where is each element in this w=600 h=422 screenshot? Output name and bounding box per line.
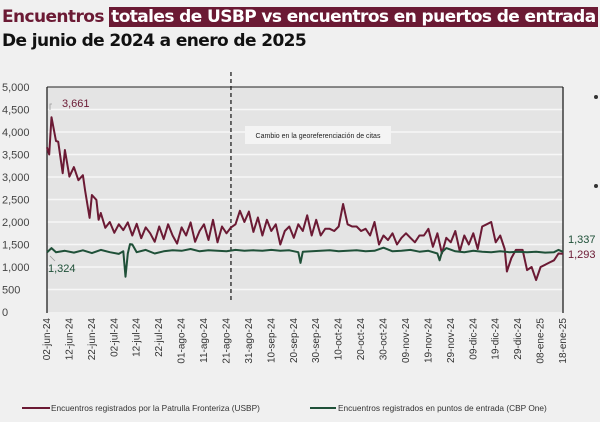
annotation-box — [245, 126, 391, 144]
y-tick-label: 0 — [2, 307, 8, 319]
x-tick-label: 18-ene-25 — [558, 318, 569, 364]
x-tick-label: 31-ago-24 — [244, 318, 255, 364]
y-tick-label: 500 — [2, 285, 20, 297]
title-part-2-highlighted: totales de USBP vs encuentros en puertos… — [109, 7, 598, 27]
data-label-cbp-start: 1,324 — [48, 263, 76, 275]
x-tick-label: 12-jun-24 — [64, 318, 75, 361]
y-tick-label: 2,000 — [2, 217, 30, 229]
y-tick-label: 1,500 — [2, 240, 30, 252]
label-leader-usbp-start — [49, 103, 52, 110]
x-tick-label: 11-ago-24 — [199, 318, 210, 363]
x-tick-label: 09-nov-24 — [401, 318, 412, 363]
legend-label-usbp: Encuentros registrados por la Patrulla F… — [51, 403, 260, 413]
y-tick-label: 1,000 — [2, 262, 30, 274]
data-label-cbp-end: 1,337 — [568, 234, 596, 246]
x-tick-label: 30-oct-24 — [379, 318, 390, 361]
x-tick-label: 19-nov-24 — [423, 318, 434, 363]
x-tick-label: 19-dic-24 — [491, 318, 502, 360]
x-tick-label: 20-sep-24 — [289, 318, 300, 363]
series-cbp-one-line — [46, 243, 564, 278]
y-tick-label: 3,000 — [2, 172, 30, 184]
y-tick-label: 4,000 — [2, 127, 30, 139]
x-tick-label: 29-nov-24 — [446, 318, 457, 363]
y-tick-label: 5,000 — [2, 82, 30, 94]
chart-title: Encuentros totales de USBP vs encuentros… — [2, 7, 598, 27]
y-tick-label: 2,500 — [2, 195, 30, 207]
x-tick-label: 12-jul-24 — [132, 318, 143, 357]
x-tick-label: 08-ene-25 — [536, 318, 547, 364]
legend: Encuentros registrados por la Patrulla F… — [22, 403, 547, 413]
x-tick-label: 22-jul-24 — [154, 318, 165, 357]
data-label-usbp-start: 3,661 — [62, 98, 90, 110]
x-tick-label: 02-jul-24 — [109, 318, 120, 357]
y-tick-label: 3,500 — [2, 150, 30, 162]
x-tick-label: 21-ago-24 — [221, 318, 232, 364]
x-tick-label: 10-oct-24 — [334, 318, 345, 361]
annotation-text: Cambio en la georeferenciación de citas — [256, 133, 381, 140]
x-tick-label: 30-sep-24 — [311, 318, 322, 363]
x-tick-label: 29-dic-24 — [513, 318, 524, 360]
series-usbp-line — [46, 116, 564, 282]
data-label-usbp-end: 1,293 — [568, 249, 596, 261]
x-tick-label: 20-oct-24 — [356, 318, 367, 361]
x-tick-label: 09-dic-24 — [468, 318, 479, 360]
chart-subtitle: De junio de 2024 a enero de 2025 — [2, 31, 307, 51]
title-part-1: Encuentros — [2, 7, 104, 27]
legend-label-cbp-one: Encuentros registrados en puntos de entr… — [338, 403, 547, 413]
x-tick-label: 01-ago-24 — [177, 318, 188, 364]
x-tick-label: 02-jun-24 — [42, 318, 53, 361]
bullet-icon — [594, 95, 598, 99]
label-leader-cbp-start — [49, 255, 56, 262]
bullet-icon — [594, 184, 598, 188]
y-tick-label: 4,500 — [2, 105, 30, 117]
x-tick-label: 10-sep-24 — [266, 318, 277, 363]
x-tick-label: 22-jun-24 — [87, 318, 98, 361]
